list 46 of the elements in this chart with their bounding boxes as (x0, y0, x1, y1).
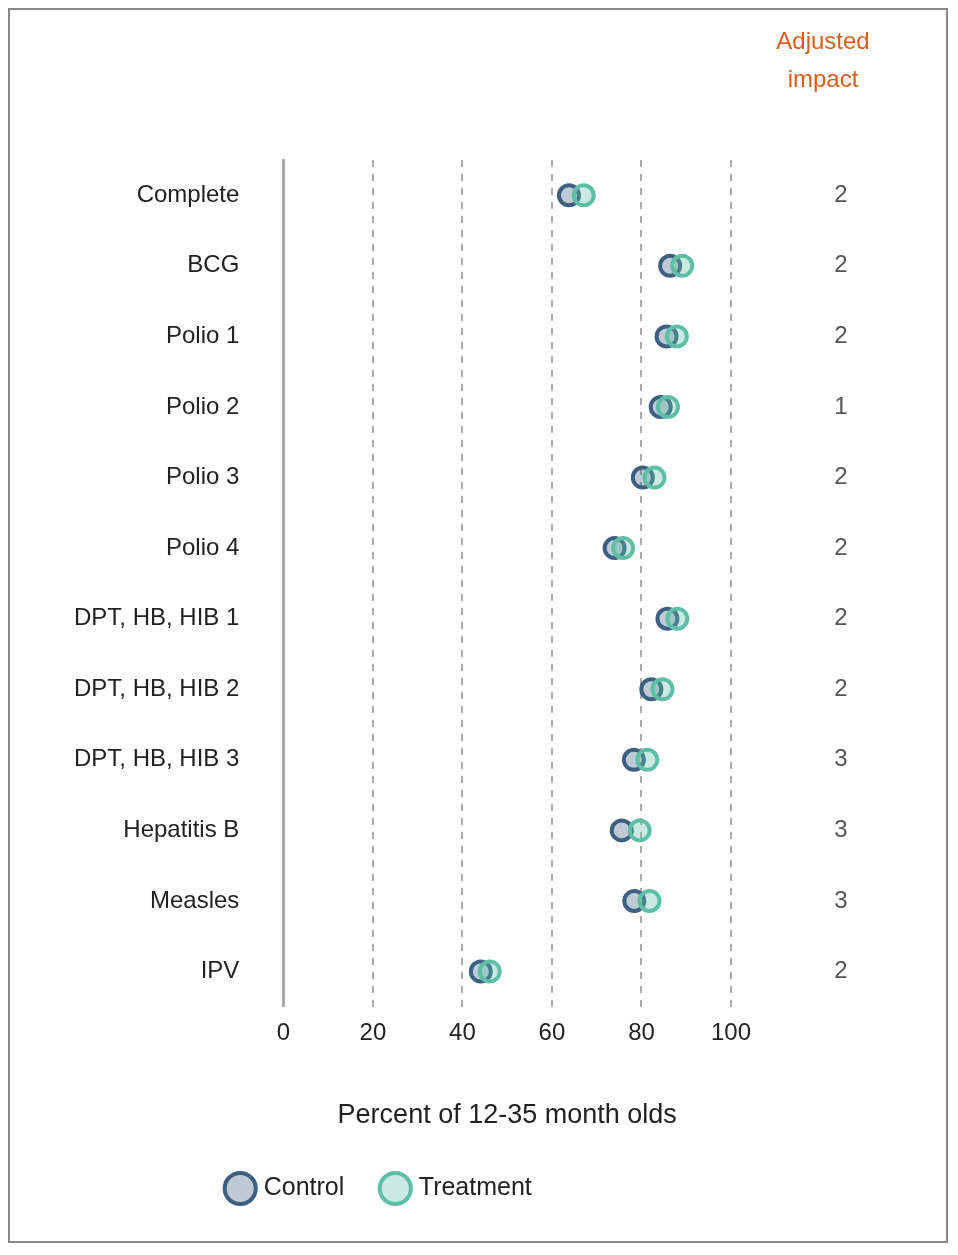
x-tick-label: 0 (276, 1017, 291, 1045)
y-tick-label: Polio 2 (165, 391, 240, 419)
text: 3 (834, 744, 848, 772)
text: 2 (834, 250, 848, 278)
y-tick-label: DPT, HB, HIB 3 (74, 744, 240, 772)
y-tick-label: Measles (150, 885, 240, 913)
text: 2 (834, 462, 848, 490)
y-tick-label: DPT, HB, HIB 1 (74, 603, 240, 631)
point (611, 536, 636, 561)
point (571, 183, 596, 208)
x-axis-title: Percent of 12-35 month olds (337, 1099, 677, 1130)
point (477, 959, 502, 984)
x-tick-label: 60 (538, 1017, 566, 1045)
x-tick-label: 40 (449, 1017, 476, 1045)
text: 2 (834, 321, 848, 349)
y-tick-label: Polio 4 (165, 532, 240, 560)
y-tick-label: Hepatitis B (123, 815, 240, 843)
legend-label: Control (263, 1172, 345, 1201)
y-tick-label: DPT, HB, HIB 2 (74, 673, 240, 701)
legend-label: Treatment (418, 1172, 532, 1201)
text: 2 (834, 956, 848, 984)
point (635, 747, 660, 772)
point (637, 888, 662, 913)
y-tick-label: BCG (187, 250, 240, 278)
point (664, 324, 689, 349)
x-tick-label: 20 (359, 1017, 387, 1045)
point (665, 606, 690, 631)
text: 2 (834, 673, 848, 701)
point (670, 253, 695, 278)
y-tick-label: IPV (200, 956, 240, 984)
point (642, 465, 667, 490)
text: 2 (834, 603, 848, 631)
text: 1 (834, 391, 848, 419)
point (655, 394, 680, 419)
text: 3 (834, 815, 848, 843)
text: Adjusted impact (776, 26, 870, 92)
y-tick-label: Complete (136, 179, 240, 207)
text: 3 (834, 885, 848, 913)
text: 2 (834, 179, 848, 207)
x-tick-label: 100 (710, 1017, 752, 1045)
x-tick-label: 80 (628, 1017, 655, 1045)
text: 2 (834, 532, 848, 560)
point (627, 818, 652, 843)
point (650, 677, 675, 702)
y-tick-label: Polio 3 (165, 462, 240, 490)
y-tick-label: Polio 1 (165, 321, 240, 349)
